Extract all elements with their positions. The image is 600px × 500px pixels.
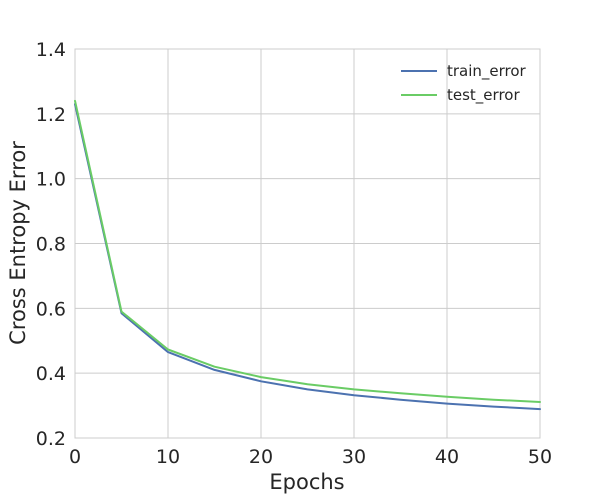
legend-label-train-error: train_error (447, 62, 527, 81)
grid (74, 48, 541, 439)
legend: train_error test_error (401, 62, 527, 105)
series-line-train-error (74, 103, 541, 411)
series-line-test-error (74, 99, 541, 403)
y-tick-label: 0.4 (36, 363, 66, 385)
x-tick-label: 0 (69, 446, 81, 468)
y-tick-label: 1.4 (36, 39, 66, 61)
y-tick-label: 0.8 (36, 234, 66, 256)
y-tick-label: 0.2 (36, 428, 66, 450)
x-tick-label: 40 (435, 446, 459, 468)
legend-label-test-error: test_error (447, 86, 520, 105)
tick-labels: 0 10 20 30 40 50 0.2 0.4 0.6 0.8 1.0 1.2 1.4 (36, 39, 552, 468)
plot-frame (74, 48, 541, 439)
x-tick-label: 10 (156, 446, 180, 468)
y-axis-label: Cross Entropy Error (6, 141, 30, 345)
y-tick-label: 1.2 (36, 104, 66, 126)
y-tick-label: 0.6 (36, 298, 66, 320)
x-tick-label: 20 (249, 446, 273, 468)
x-tick-label: 30 (342, 446, 366, 468)
series-lines (74, 99, 541, 411)
y-tick-label: 1.0 (36, 169, 66, 191)
x-axis-label: Epochs (269, 470, 344, 494)
x-tick-label: 50 (528, 446, 552, 468)
